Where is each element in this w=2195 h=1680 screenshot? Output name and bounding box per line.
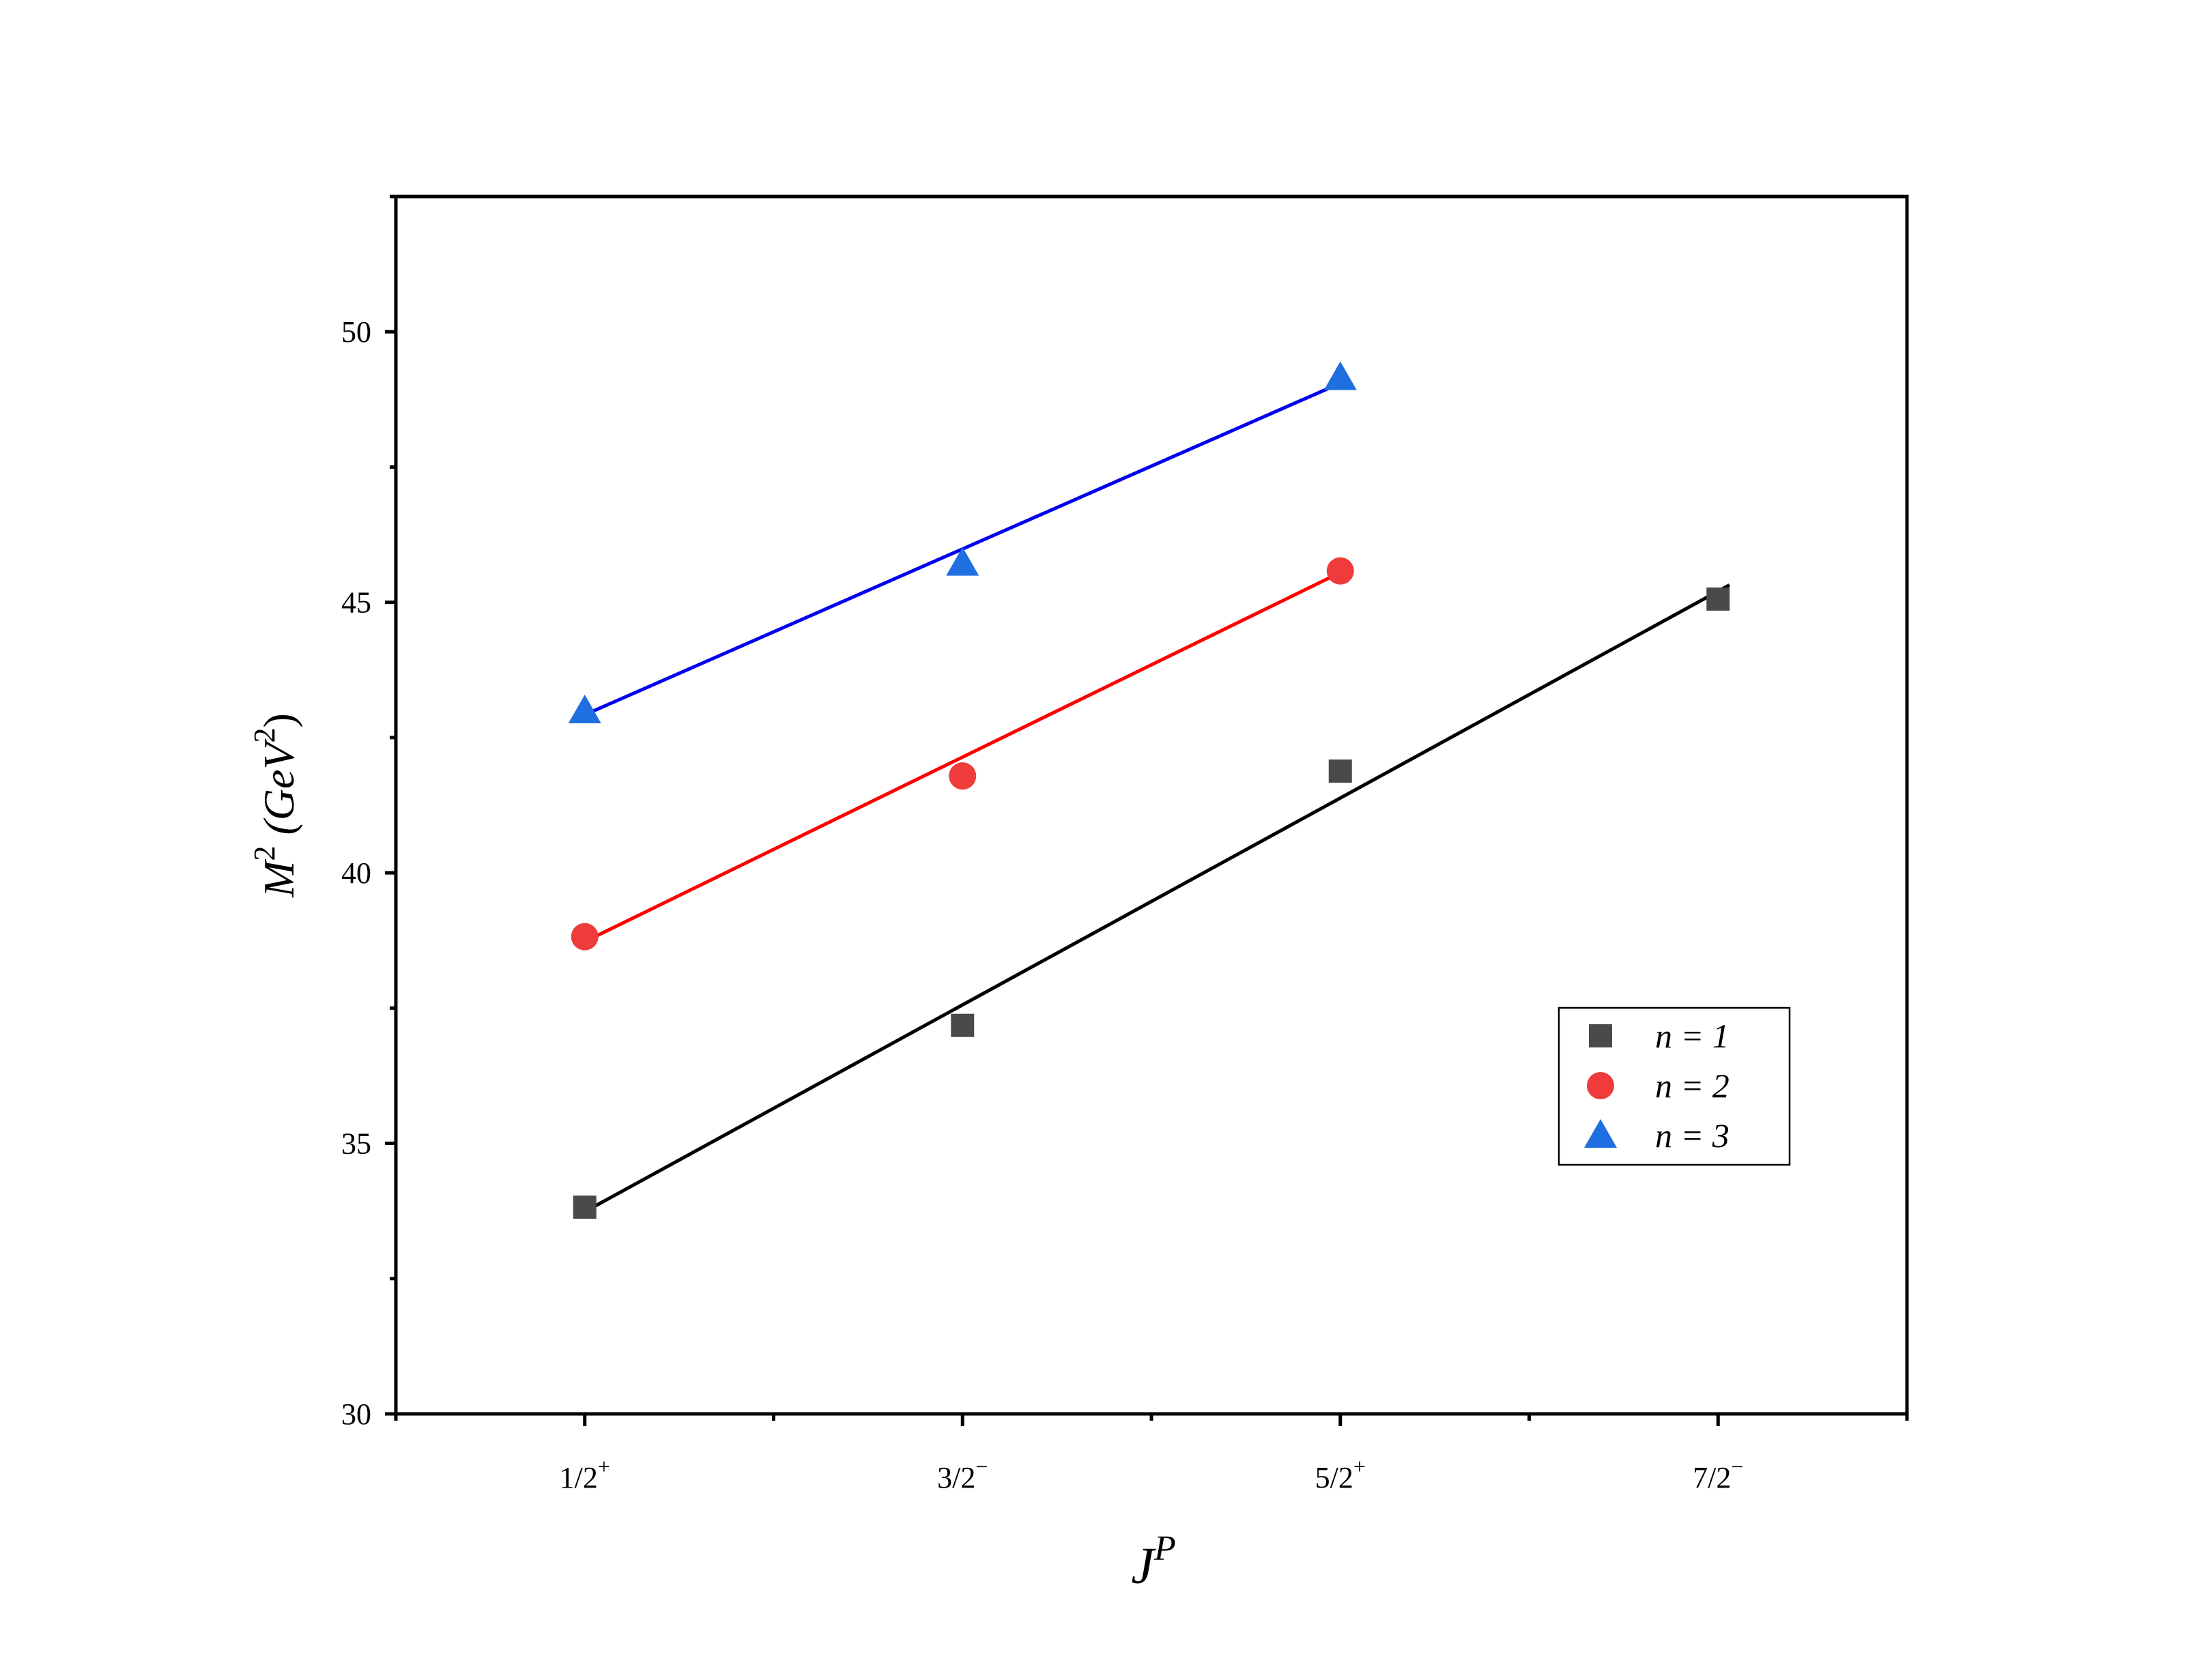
legend-label: n = 2 xyxy=(1655,1067,1730,1105)
fit-line xyxy=(576,381,1341,720)
x-axis: 1/2+ 3/2− 5/2+ 7/2− xyxy=(394,1414,1909,1494)
x-tick-label: 5/2+ xyxy=(1315,1454,1366,1494)
data-point xyxy=(946,547,979,576)
data-point xyxy=(951,1013,975,1037)
data-point xyxy=(573,1196,597,1219)
legend-label: n = 1 xyxy=(1655,1017,1730,1055)
legend-items: n = 1 n = 2 n = 3 xyxy=(1584,1017,1730,1155)
legend-marker xyxy=(1584,1119,1617,1148)
y-tick-label: 35 xyxy=(341,1127,371,1161)
data-point xyxy=(949,762,977,790)
data-point xyxy=(1328,759,1352,783)
x-tick-label: 1/2+ xyxy=(560,1454,610,1494)
plot-frame xyxy=(394,194,1909,1416)
x-axis-title: JP xyxy=(1131,1529,1176,1595)
x-tick-label: 3/2− xyxy=(937,1454,988,1494)
data-point xyxy=(568,695,601,724)
y-tick-label: 40 xyxy=(341,856,371,890)
data-point xyxy=(1323,361,1357,390)
y-tick-label: 45 xyxy=(341,586,371,620)
data-markers xyxy=(568,361,1730,1219)
x-tick-label: 7/2− xyxy=(1693,1454,1743,1494)
fit-lines xyxy=(576,381,1731,1217)
legend: n = 1 n = 2 n = 3 xyxy=(1558,1006,1791,1166)
data-point xyxy=(1706,587,1730,611)
y-tick-label: 50 xyxy=(341,315,371,349)
legend-label: n = 3 xyxy=(1655,1116,1730,1155)
fit-line xyxy=(576,570,1341,947)
legend-marker xyxy=(1589,1024,1612,1047)
data-point xyxy=(1326,557,1354,585)
fit-line xyxy=(576,583,1731,1217)
data-point xyxy=(571,923,599,951)
y-axis-title: M2 (GeV2) xyxy=(248,713,303,898)
y-tick-label: 30 xyxy=(341,1397,371,1431)
y-axis: 30 35 40 45 50 xyxy=(341,194,396,1431)
legend-marker xyxy=(1587,1072,1614,1099)
